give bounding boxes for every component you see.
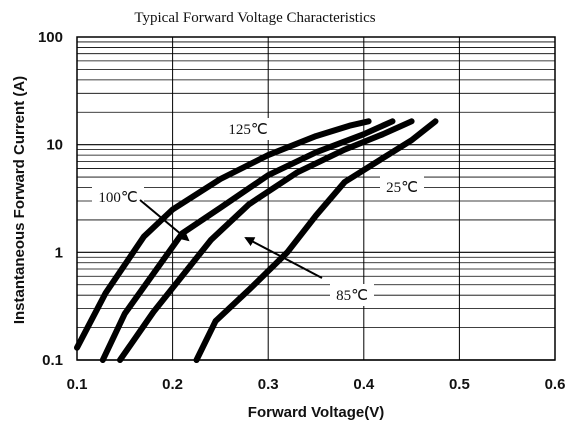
curve-label-100℃: 100℃ xyxy=(98,190,137,206)
y-axis-label: Instantaneous Forward Current (A) xyxy=(11,76,28,324)
series-line-100℃ xyxy=(99,118,396,363)
x-tick-label: 0.3 xyxy=(258,376,279,393)
tick-labels: 0.1 0.2 0.3 0.4 0.5 0.6 0.1 1 10 100 xyxy=(38,29,565,393)
curve-label-arrow xyxy=(244,237,323,279)
x-tick-label: 0.6 xyxy=(545,376,566,393)
grid xyxy=(77,37,555,361)
series-line-85℃ xyxy=(117,118,415,363)
series-lines xyxy=(74,118,439,363)
curve-label-85℃: 85℃ xyxy=(336,288,368,304)
series-line-25℃ xyxy=(193,118,439,363)
y-tick-label: 100 xyxy=(38,29,63,46)
series-line-125℃ xyxy=(74,118,372,351)
curve-label-background xyxy=(92,186,144,208)
x-tick-label: 0.1 xyxy=(67,376,88,393)
x-axis-label: Forward Voltage(V) xyxy=(248,404,384,421)
curve-label-arrow xyxy=(139,199,190,242)
y-tick-label: 0.1 xyxy=(42,352,63,369)
y-tick-label: 10 xyxy=(46,137,63,154)
curve-label-background xyxy=(330,284,374,306)
x-tick-label: 0.2 xyxy=(162,376,183,393)
curve-label-background xyxy=(222,118,274,140)
x-tick-label: 0.5 xyxy=(449,376,470,393)
curve-label-background xyxy=(380,176,424,198)
x-tick-label: 0.4 xyxy=(353,376,375,393)
curve-label-25℃: 25℃ xyxy=(386,180,418,196)
y-tick-label: 1 xyxy=(55,244,63,261)
chart-title: Typical Forward Voltage Characteristics xyxy=(134,10,375,26)
curve-label-125℃: 125℃ xyxy=(228,122,267,138)
annotations: 125℃ 100℃ 85℃ 25℃ xyxy=(92,118,424,306)
plot-frame xyxy=(76,36,556,361)
